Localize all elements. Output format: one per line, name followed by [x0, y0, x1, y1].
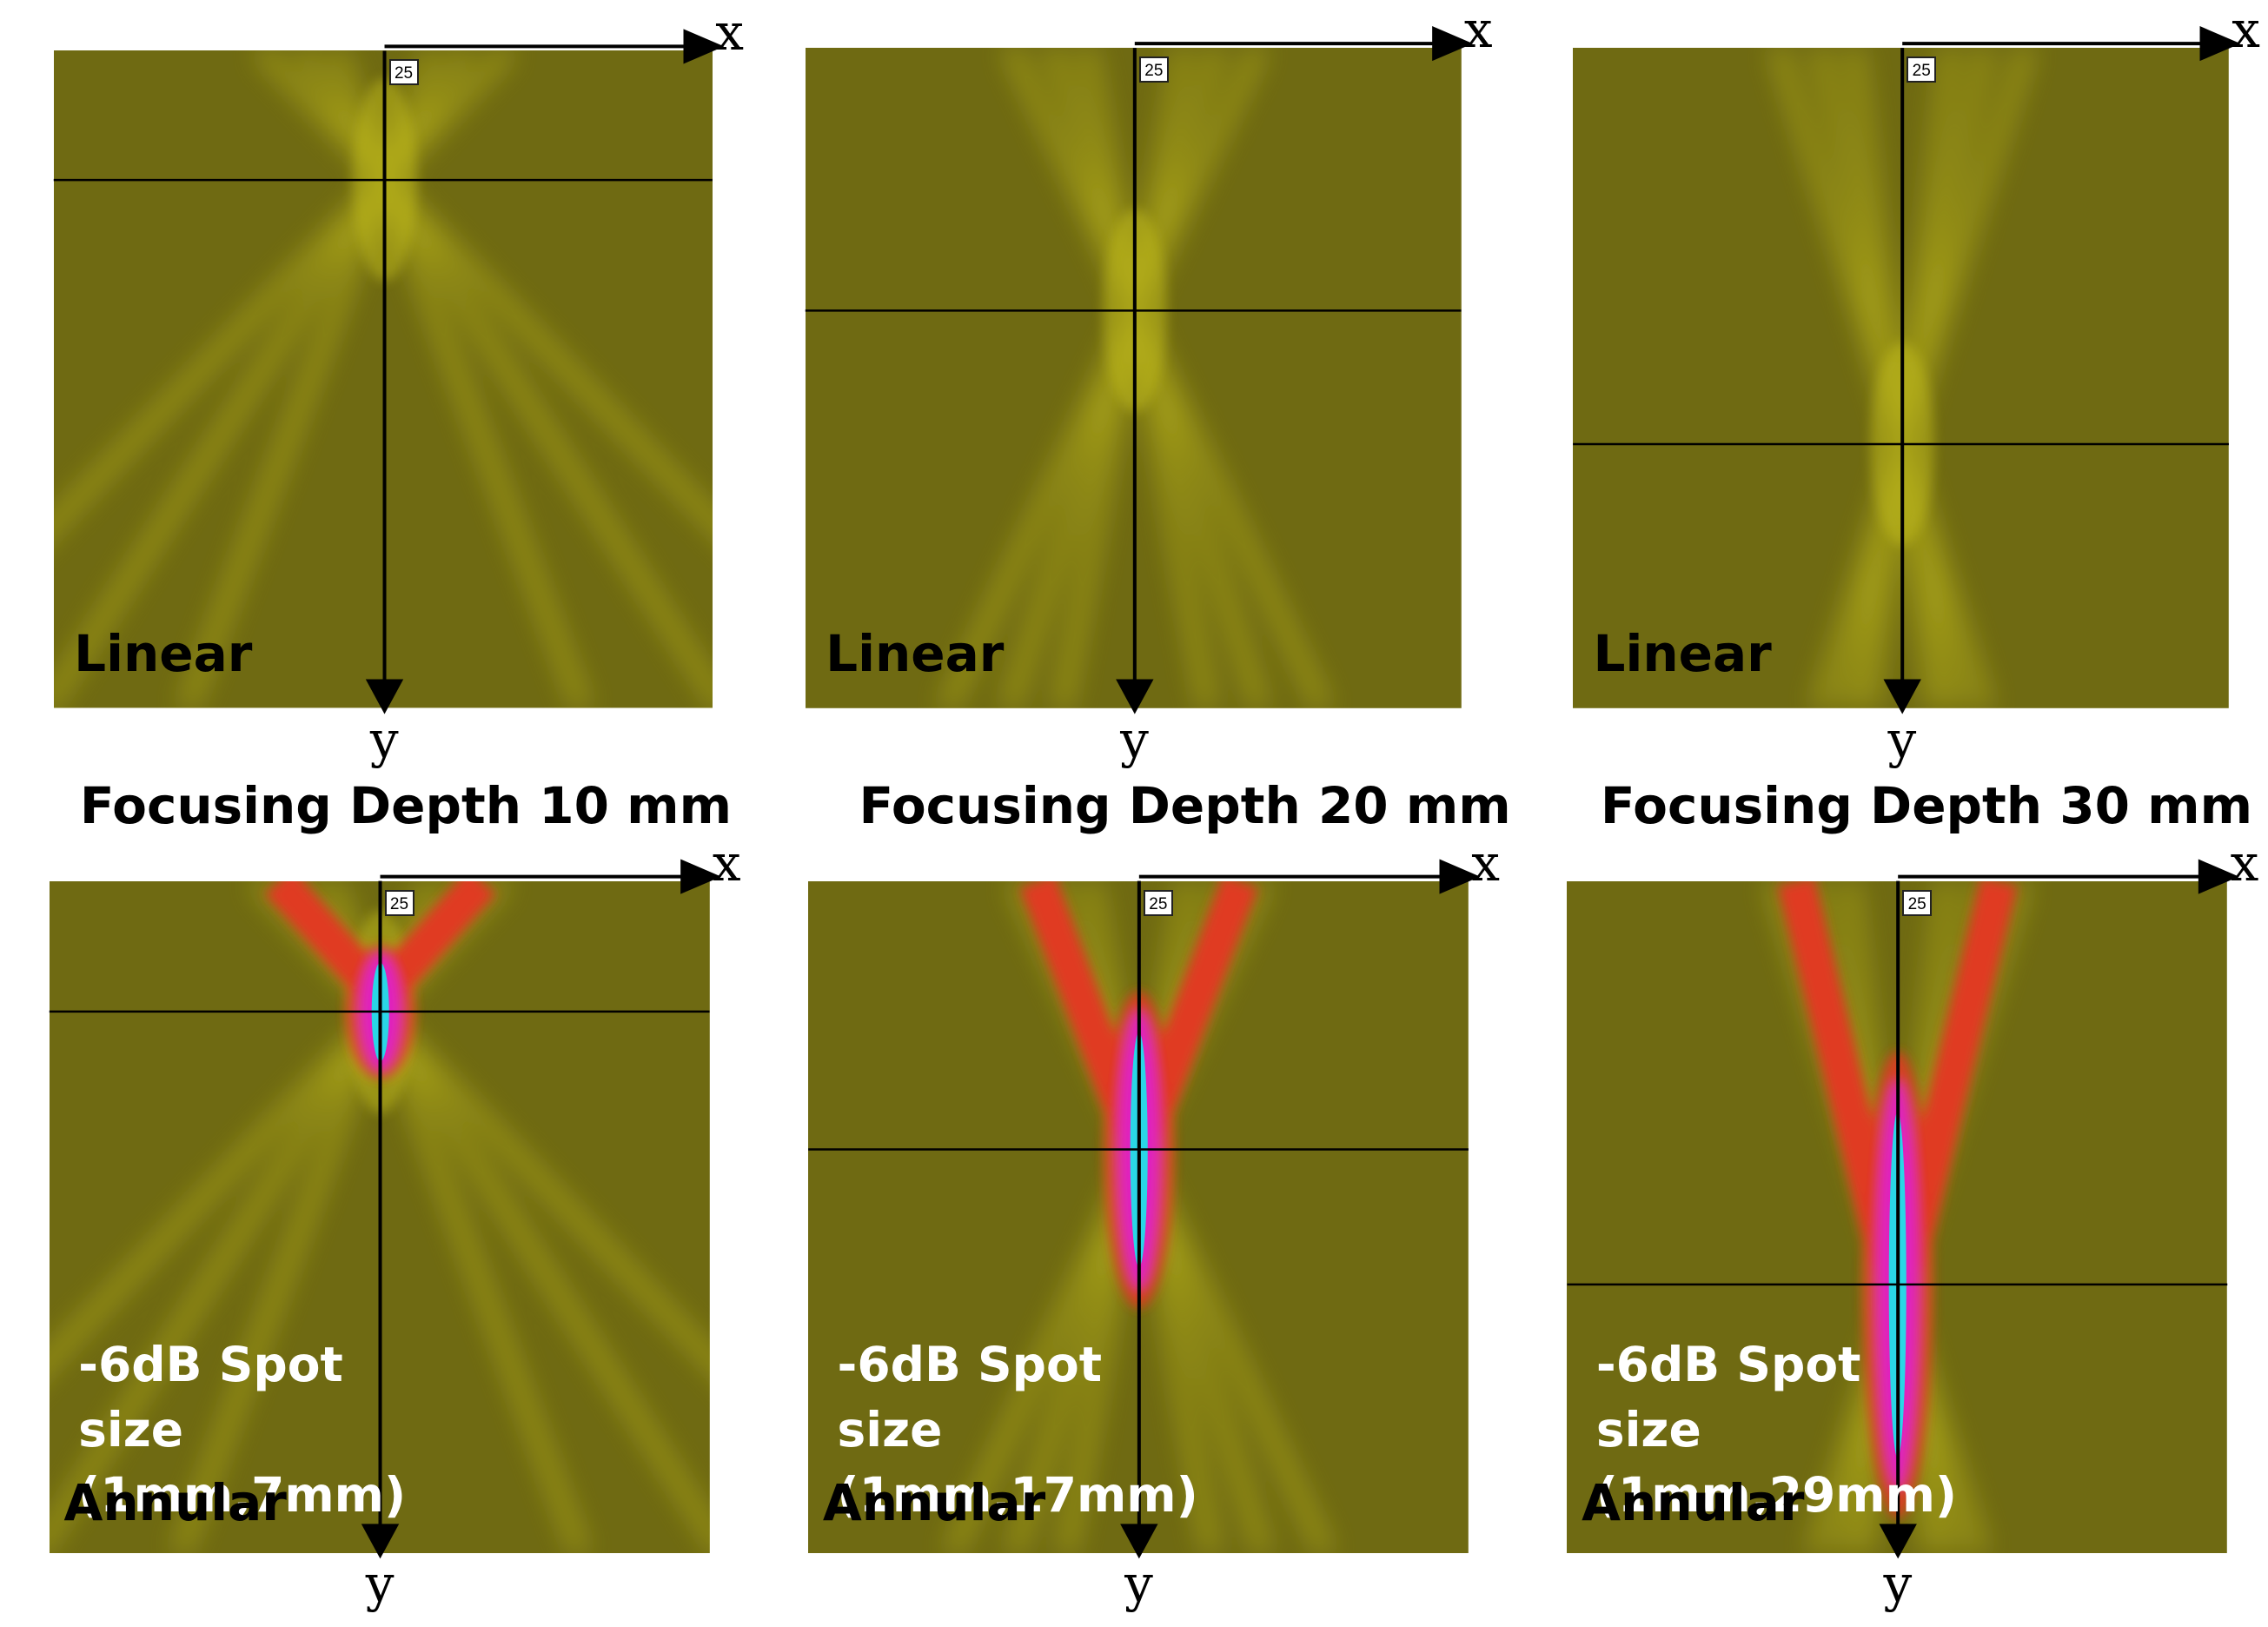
scale-tag: 25: [1902, 889, 1933, 916]
scale-tag: 25: [1143, 889, 1173, 916]
array-type-label: Linear: [1593, 624, 1772, 684]
spot-size-value: (1mm,7mm): [78, 1466, 407, 1523]
array-type-label: Linear: [74, 624, 253, 684]
array-type-label: Linear: [826, 624, 1005, 684]
x-axis-label: x: [1463, 0, 1493, 59]
y-axis-label: y: [1887, 709, 1917, 769]
field-map-linear-20mm: [805, 48, 1462, 708]
array-type-label: Annular: [63, 1472, 287, 1532]
focusing-depth-caption-30mm: Focusing Depth 30 mm: [1600, 776, 2253, 836]
array-type-label: Annular: [822, 1472, 1046, 1532]
spot-size-value: (1mm,17mm): [837, 1466, 1198, 1523]
scale-tag: 25: [388, 59, 419, 86]
y-axis-label: y: [1883, 1554, 1913, 1614]
spot-size-title: -6dB Spot size: [837, 1336, 1103, 1458]
spot-size-label: -6dB Spot size (1mm,29mm): [1596, 1332, 1957, 1528]
spot-size-title: -6dB Spot size: [78, 1336, 343, 1458]
y-axis-label: y: [365, 1554, 395, 1614]
y-axis-label: y: [1120, 709, 1149, 769]
array-type-label: Annular: [1582, 1472, 1805, 1532]
field-map-linear-30mm: [1573, 48, 2229, 708]
focusing-depth-caption-20mm: Focusing Depth 20 mm: [859, 776, 1511, 836]
x-axis-label: x: [2230, 833, 2259, 893]
y-axis-label: y: [1124, 1554, 1153, 1614]
focusing-depth-caption-10mm: Focusing Depth 10 mm: [79, 776, 733, 836]
spot-size-value: (1mm,29mm): [1595, 1466, 1958, 1523]
x-axis-label: x: [2232, 0, 2260, 59]
spot-size-label: -6dB Spot size (1mm,17mm): [838, 1332, 1198, 1528]
spot-size-title: -6dB Spot size: [1595, 1336, 1861, 1458]
x-axis-label: x: [1471, 833, 1500, 893]
x-axis-label: x: [712, 833, 741, 893]
x-axis-label: x: [715, 3, 744, 63]
scale-tag: 25: [1138, 56, 1169, 83]
field-map-linear-10mm: [53, 50, 713, 708]
scale-tag: 25: [1907, 56, 1937, 83]
scale-tag: 25: [384, 889, 414, 916]
y-axis-label: y: [369, 709, 399, 769]
spot-size-label: -6dB Spot size (1mm,7mm): [78, 1332, 406, 1528]
